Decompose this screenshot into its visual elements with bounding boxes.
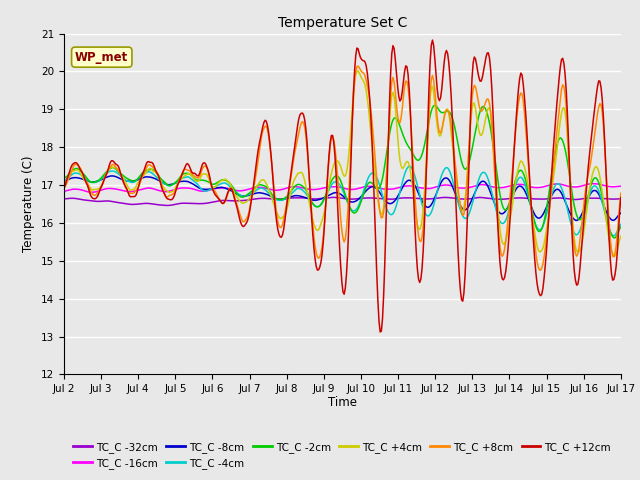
- TC_C -16cm: [470, 183, 478, 189]
- TC_C -32cm: [330, 194, 337, 200]
- TC_C +8cm: [399, 94, 407, 100]
- TC_C -2cm: [234, 191, 241, 197]
- TC_C +4cm: [611, 253, 619, 259]
- TC_C -4cm: [234, 190, 241, 196]
- Legend: TC_C -32cm, TC_C -16cm, TC_C -8cm, TC_C -4cm, TC_C -2cm, TC_C +4cm, TC_C +8cm, T: TC_C -32cm, TC_C -16cm, TC_C -8cm, TC_C …: [69, 438, 615, 473]
- TC_C +12cm: [617, 195, 625, 201]
- TC_C -4cm: [60, 178, 68, 184]
- TC_C -32cm: [164, 203, 172, 208]
- TC_C +8cm: [568, 215, 576, 220]
- TC_C +4cm: [617, 233, 625, 239]
- TC_C -2cm: [470, 134, 478, 140]
- TC_C +4cm: [295, 170, 303, 176]
- TC_C +12cm: [60, 184, 68, 190]
- TC_C -8cm: [617, 210, 625, 216]
- TC_C -4cm: [295, 185, 303, 191]
- TC_C +4cm: [355, 68, 362, 74]
- TC_C -2cm: [431, 102, 438, 108]
- TC_C -4cm: [610, 233, 618, 239]
- Title: Temperature Set C: Temperature Set C: [278, 16, 407, 30]
- TC_C +12cm: [429, 37, 436, 43]
- TC_C -32cm: [60, 196, 68, 202]
- TC_C -4cm: [399, 180, 406, 185]
- TC_C -16cm: [589, 181, 596, 187]
- X-axis label: Time: Time: [328, 396, 357, 408]
- TC_C +12cm: [472, 56, 479, 62]
- TC_C -16cm: [88, 190, 96, 195]
- TC_C +4cm: [567, 192, 575, 198]
- TC_C +12cm: [568, 229, 576, 235]
- TC_C +8cm: [537, 267, 545, 273]
- TC_C -4cm: [470, 193, 478, 199]
- TC_C -32cm: [617, 196, 625, 202]
- TC_C -16cm: [567, 184, 575, 190]
- TC_C -32cm: [472, 195, 479, 201]
- TC_C +4cm: [399, 165, 407, 171]
- TC_C +8cm: [295, 130, 303, 136]
- TC_C -2cm: [295, 181, 303, 187]
- TC_C +8cm: [470, 83, 478, 88]
- TC_C +8cm: [355, 63, 362, 69]
- TC_C -4cm: [372, 172, 380, 178]
- TC_C -16cm: [234, 188, 242, 194]
- TC_C -2cm: [372, 184, 380, 190]
- TC_C -4cm: [617, 221, 625, 227]
- TC_C +8cm: [617, 191, 625, 196]
- TC_C -32cm: [234, 198, 242, 204]
- TC_C +12cm: [372, 237, 380, 242]
- TC_C -16cm: [399, 183, 407, 189]
- TC_C -8cm: [470, 191, 478, 197]
- TC_C -4cm: [405, 163, 413, 169]
- TC_C -8cm: [108, 173, 115, 179]
- TC_C -32cm: [374, 195, 381, 201]
- TC_C +8cm: [234, 203, 241, 208]
- TC_C -4cm: [567, 220, 575, 226]
- TC_C +8cm: [373, 176, 381, 182]
- Line: TC_C -2cm: TC_C -2cm: [64, 105, 621, 238]
- TC_C -2cm: [611, 235, 619, 241]
- TC_C +4cm: [234, 194, 241, 200]
- TC_C -8cm: [567, 212, 575, 217]
- TC_C -2cm: [617, 224, 625, 230]
- TC_C -2cm: [567, 181, 575, 187]
- Line: TC_C -8cm: TC_C -8cm: [64, 176, 621, 220]
- TC_C -32cm: [568, 196, 576, 202]
- TC_C +12cm: [399, 78, 407, 84]
- TC_C -8cm: [234, 192, 242, 198]
- TC_C -2cm: [60, 175, 68, 181]
- Line: TC_C +8cm: TC_C +8cm: [64, 66, 621, 270]
- Line: TC_C -4cm: TC_C -4cm: [64, 166, 621, 236]
- Text: WP_met: WP_met: [75, 51, 129, 64]
- TC_C +4cm: [60, 181, 68, 187]
- TC_C -8cm: [296, 193, 304, 199]
- Line: TC_C -32cm: TC_C -32cm: [64, 197, 621, 205]
- TC_C +12cm: [234, 205, 241, 211]
- Line: TC_C -16cm: TC_C -16cm: [64, 184, 621, 192]
- TC_C -32cm: [401, 195, 408, 201]
- TC_C -8cm: [60, 178, 68, 184]
- Line: TC_C +12cm: TC_C +12cm: [64, 40, 621, 332]
- TC_C +4cm: [470, 100, 478, 106]
- TC_C +8cm: [60, 185, 68, 191]
- TC_C +12cm: [376, 329, 384, 335]
- TC_C -16cm: [617, 183, 625, 189]
- Y-axis label: Temperature (C): Temperature (C): [22, 156, 35, 252]
- TC_C -16cm: [296, 184, 304, 190]
- TC_C -8cm: [373, 186, 381, 192]
- Line: TC_C +4cm: TC_C +4cm: [64, 71, 621, 256]
- TC_C +12cm: [295, 116, 303, 121]
- TC_C -8cm: [399, 183, 407, 189]
- TC_C -8cm: [573, 217, 580, 223]
- TC_C +4cm: [373, 186, 381, 192]
- TC_C -32cm: [296, 195, 304, 201]
- TC_C -16cm: [60, 188, 68, 194]
- TC_C -2cm: [399, 130, 406, 136]
- TC_C -16cm: [373, 184, 381, 190]
